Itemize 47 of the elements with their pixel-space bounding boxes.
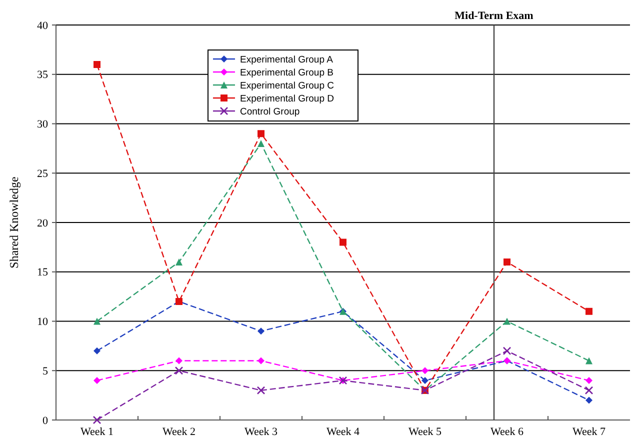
point [502,346,512,356]
x-tick-label: Week 3 [244,426,278,438]
y-tick-label: 30 [37,118,48,131]
x-tick-label: Week 7 [572,426,606,438]
x-tick-label: Week 4 [326,426,360,438]
point [422,367,428,374]
x-tick-label: Week 2 [162,426,196,438]
legend-label: Experimental Group B [240,67,334,78]
y-axis-title: Shared Knowledge [7,176,21,268]
point [174,366,184,375]
point [422,377,428,384]
point [586,396,592,404]
y-tick-label: 40 [37,20,48,32]
y-tick-label: 5 [42,365,48,378]
point [586,357,592,364]
point [94,61,100,68]
point [584,386,594,395]
y-tick-label: 10 [37,316,48,328]
point [94,347,100,354]
legend-label: Experimental Group C [240,80,334,92]
legend-label: Experimental Group D [240,93,334,104]
point [176,357,182,364]
point [258,357,264,364]
point [176,258,182,266]
legend-label: Experimental Group A [240,54,334,66]
y-tick-label: 0 [42,414,48,427]
point [258,140,264,147]
x-tick-label: Week 1 [80,426,114,438]
y-tick-label: 25 [37,168,48,180]
point [94,318,100,325]
y-tick-label: 35 [37,69,48,82]
point [94,377,100,384]
point [586,377,592,384]
x-tick-label: Week 6 [490,426,524,438]
legend-label: Control Group [240,106,300,118]
point [256,386,266,395]
point [504,258,510,266]
point [504,318,510,325]
ref-line-label: Mid-Term Exam [454,10,534,22]
point [258,328,264,335]
x-tick-label: Week 5 [408,426,442,438]
point [340,238,346,246]
point [92,416,102,424]
y-tick-label: 15 [37,266,48,279]
point [586,308,592,315]
point [258,130,264,138]
y-tick-label: 20 [37,217,48,230]
